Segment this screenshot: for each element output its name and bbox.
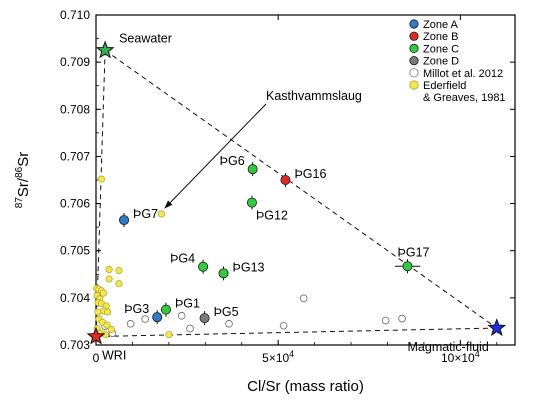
sample-point xyxy=(199,313,210,324)
mixing-line xyxy=(104,49,498,329)
sample-point xyxy=(280,174,291,185)
millot-point xyxy=(186,324,194,333)
legend-label: & Greaves, 1981 xyxy=(423,92,506,104)
legend-label: Millot et al. 2012 xyxy=(423,68,503,80)
x-tick-label: 0 xyxy=(93,351,100,365)
ederfield-point xyxy=(115,280,123,288)
x-tick-label: 5×104 xyxy=(262,349,294,365)
legend-marker xyxy=(409,43,419,54)
y-tick-label: 0.707 xyxy=(60,149,90,163)
y-tick-label: 0.703 xyxy=(60,338,90,352)
ederfield-point xyxy=(165,331,173,339)
legend-marker xyxy=(409,55,419,66)
y-axis-title: 87Sr/86Sr xyxy=(14,152,32,208)
y-tick-label: 0.710 xyxy=(60,8,90,22)
millot-point xyxy=(398,314,406,323)
ederfield-point xyxy=(115,266,123,275)
endmember-label: WRI xyxy=(102,349,126,363)
y-tick-label: 0.709 xyxy=(60,55,90,69)
millot-point xyxy=(381,316,390,325)
sample-point xyxy=(402,261,413,272)
sample-label: ÞG5 xyxy=(214,305,239,319)
ederfield-point xyxy=(94,308,102,316)
legend-marker xyxy=(409,80,419,90)
x-axis-title: Cl/Sr (mass ratio) xyxy=(247,378,364,395)
legend-label: Zone C xyxy=(423,43,459,55)
sample-label: ÞG13 xyxy=(233,260,265,274)
sample-point xyxy=(246,197,257,208)
millot-point xyxy=(141,315,150,323)
endmember-star xyxy=(487,318,507,337)
sample-label: ÞG16 xyxy=(294,167,326,181)
millot-point xyxy=(177,311,186,320)
chart-layer: 0.703 0.704 0.705 0.706 0.707 0.708 0.709 0.710… xyxy=(14,8,516,395)
legend-marker xyxy=(409,68,419,78)
ederfield-point xyxy=(158,210,166,218)
y-tick-label: 0.706 xyxy=(60,197,90,211)
millot-point xyxy=(225,319,233,328)
sample-label: ÞG1 xyxy=(175,297,200,311)
endmember-label: Seawater xyxy=(119,31,172,45)
legend-label: Zone B xyxy=(423,31,458,43)
x-tick-label: 10×104 xyxy=(441,349,480,365)
legend-label: Zone D xyxy=(423,56,459,68)
ederfield-point xyxy=(104,308,112,316)
ederfield-point xyxy=(103,321,111,329)
legend-label: Ederfield xyxy=(423,80,466,92)
endmember-star xyxy=(95,40,115,59)
ederfield-point xyxy=(97,175,106,183)
sample-label: ÞG12 xyxy=(256,209,288,223)
sample-label: ÞG6 xyxy=(220,154,245,168)
millot-point xyxy=(279,321,288,330)
y-tick-label: 0.704 xyxy=(60,291,90,305)
legend-label: Zone A xyxy=(423,19,459,31)
ederfield-point xyxy=(105,275,113,283)
sample-label: ÞG7 xyxy=(133,207,158,221)
sample-point xyxy=(218,268,229,279)
y-tick-label: 0.708 xyxy=(60,102,90,116)
sample-label: ÞG4 xyxy=(170,252,195,266)
ederfield-point xyxy=(105,266,113,274)
mixing-line xyxy=(95,327,497,338)
ederfield-point xyxy=(99,289,107,297)
sample-point xyxy=(152,312,163,323)
y-tick-label: 0.705 xyxy=(60,244,90,258)
annotation-label: Kasthvammslaug xyxy=(266,89,362,103)
sample-point xyxy=(160,304,171,315)
endmember-star xyxy=(86,326,106,345)
millot-point xyxy=(126,319,135,328)
sample-label: ÞG3 xyxy=(124,302,149,316)
millot-point xyxy=(299,294,308,303)
endmember-label: Magmatic-fluid xyxy=(408,340,489,354)
legend-marker xyxy=(409,19,419,29)
ederfield-point xyxy=(107,325,115,333)
sample-point xyxy=(247,164,258,175)
sample-point xyxy=(119,215,130,226)
sample-label: ÞG17 xyxy=(398,245,430,259)
sample-point xyxy=(198,261,209,272)
annotation-arrow-head xyxy=(164,200,173,209)
annotation-arrow-line xyxy=(165,103,267,207)
legend-marker xyxy=(409,31,419,41)
